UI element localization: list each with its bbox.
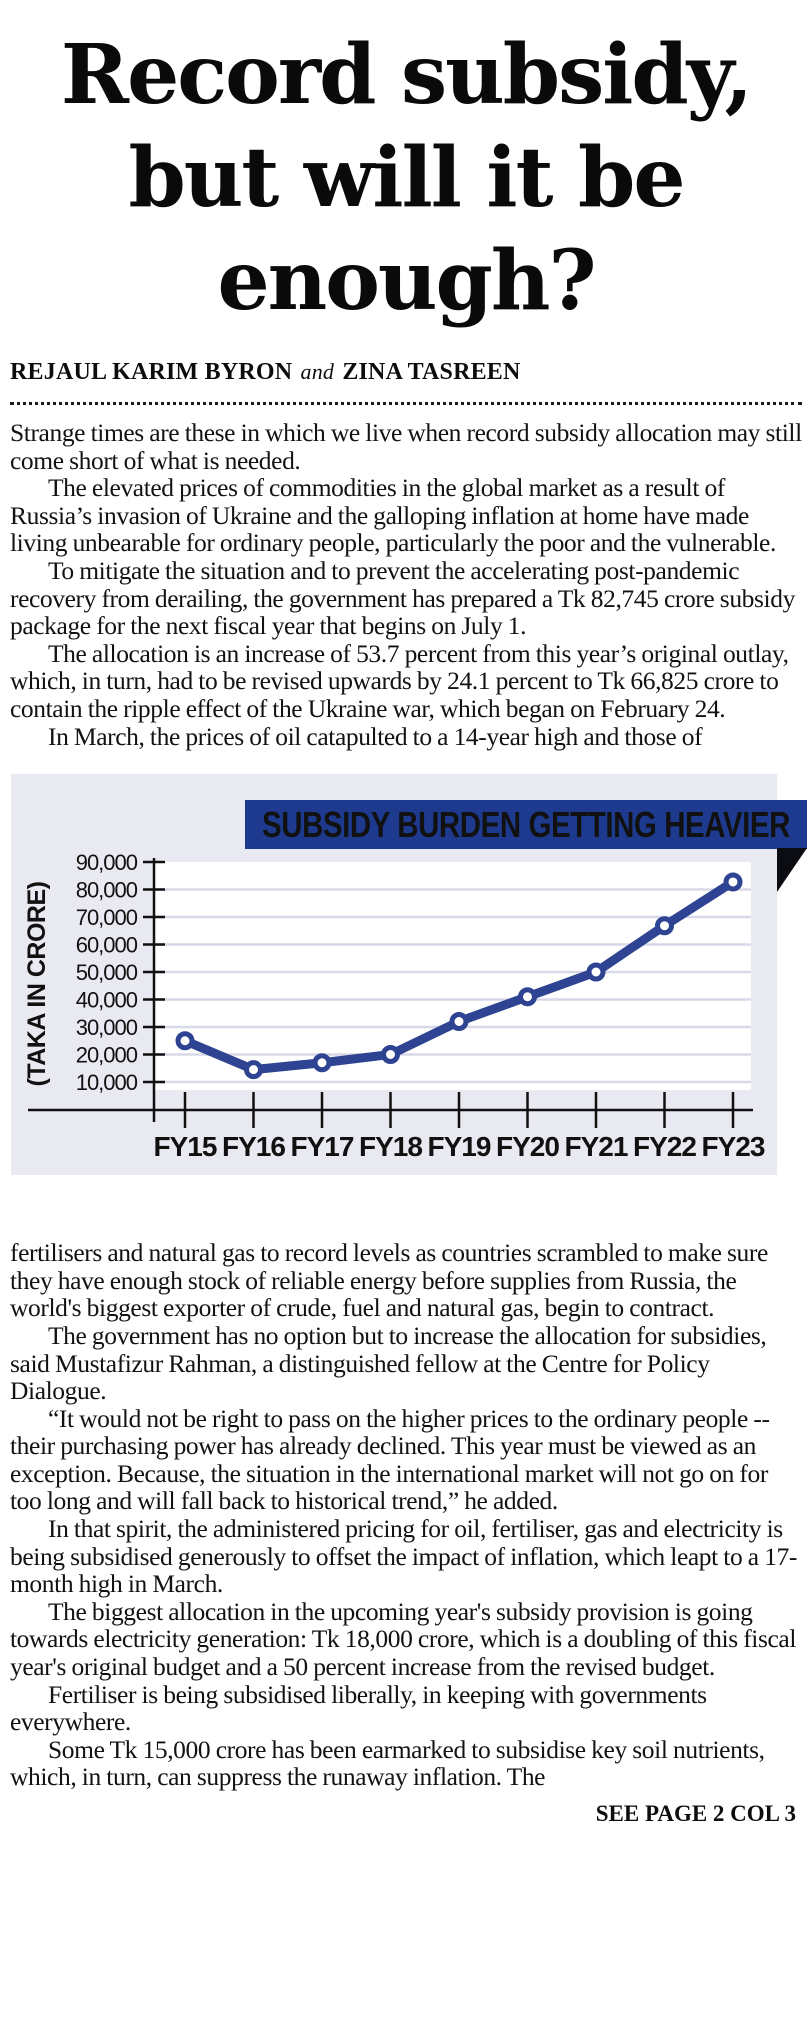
data-point-FY23 <box>723 872 743 892</box>
y-tick-label: 50,000 <box>76 960 138 985</box>
x-tick-label: FY16 <box>222 1131 285 1162</box>
y-tick-label: 40,000 <box>76 988 138 1013</box>
plot-area <box>154 862 751 1091</box>
banner-fold-corner <box>777 848 807 893</box>
paragraph: The government has no option but to incr… <box>10 1320 767 1406</box>
x-tick-label: FY15 <box>154 1131 217 1162</box>
headline-line-1: Record subsidy, <box>60 27 753 123</box>
y-tick-label: 10,000 <box>76 1070 138 1095</box>
data-point-FY19 <box>449 1012 469 1032</box>
x-tick-label: FY22 <box>633 1131 696 1162</box>
x-tick-label: FY23 <box>702 1131 765 1162</box>
byline-author-1: REJAUL KARIM BYRON <box>10 359 293 385</box>
paragraph: To mitigate the situation and to prevent… <box>10 555 795 641</box>
headline: Record subsidy, but will it be enough? <box>0 0 812 333</box>
data-point-FY16 <box>244 1060 263 1080</box>
paragraph: The elevated prices of commodities in th… <box>10 473 776 558</box>
data-point-FY15 <box>175 1031 195 1051</box>
data-point-FY21 <box>586 962 606 982</box>
dotted-divider <box>10 402 802 405</box>
x-tick-label: FY17 <box>291 1131 354 1162</box>
paragraph: In that spirit, the administered pricing… <box>10 1514 797 1599</box>
y-tick-label: 80,000 <box>76 878 138 903</box>
data-point-FY17 <box>312 1053 332 1073</box>
y-tick-label: 30,000 <box>76 1015 138 1040</box>
see-page-reference: SEE PAGE 2 COL 3 <box>595 1801 796 1826</box>
byline-author-2: ZINA TASREEN <box>342 359 521 385</box>
headline-line-3: enough? <box>217 233 596 329</box>
x-tick-label: FY21 <box>565 1131 628 1162</box>
y-tick-label: 20,000 <box>76 1043 138 1068</box>
data-point-FY20 <box>518 987 537 1007</box>
y-axis-title: (TAKA IN CRORE) <box>23 881 51 1086</box>
article-body-bottom: fertilisers and natural gas to record le… <box>10 1239 802 1791</box>
y-tick-label: 60,000 <box>76 933 138 958</box>
byline-connector: and <box>300 359 335 384</box>
data-point-FY22 <box>655 916 674 936</box>
paragraph: Strange times are these in which we live… <box>10 418 802 475</box>
paragraph: Some Tk 15,000 crore has been earmarked … <box>10 1734 765 1792</box>
paragraph: fertilisers and natural gas to record le… <box>10 1238 768 1323</box>
headline-line-2: but will it be <box>128 130 685 226</box>
x-tick-label: FY18 <box>359 1131 422 1162</box>
article-body-top: Strange times are these in which we live… <box>10 419 802 750</box>
x-tick-label: FY19 <box>428 1131 491 1162</box>
data-point-FY18 <box>381 1045 400 1065</box>
subsidy-chart-panel: SUBSIDY BURDEN GETTING HEAVIER 90,000 80,0… <box>11 774 811 1176</box>
paragraph: In March, the prices of oil catapulted t… <box>48 721 703 751</box>
subsidy-line-chart: SUBSIDY BURDEN GETTING HEAVIER 90,000 80,0… <box>11 774 807 1176</box>
y-tick-label: 70,000 <box>76 905 138 930</box>
paragraph: Fertiliser is being subsidised liberally… <box>10 1679 707 1737</box>
paragraph: The allocation is an increase of 53.7 pe… <box>10 638 789 723</box>
byline: REJAUL KARIM BYRON and ZINA TASREEN <box>10 359 802 386</box>
paragraph: The biggest allocation in the upcoming y… <box>10 1596 797 1682</box>
x-tick-label: FY20 <box>496 1131 559 1162</box>
chart-title-banner <box>245 800 807 850</box>
paragraph: “It would not be right to pass on the hi… <box>10 1403 770 1516</box>
y-tick-label: 90,000 <box>76 850 138 875</box>
chart-title: SUBSIDY BURDEN GETTING HEAVIER <box>262 804 790 845</box>
